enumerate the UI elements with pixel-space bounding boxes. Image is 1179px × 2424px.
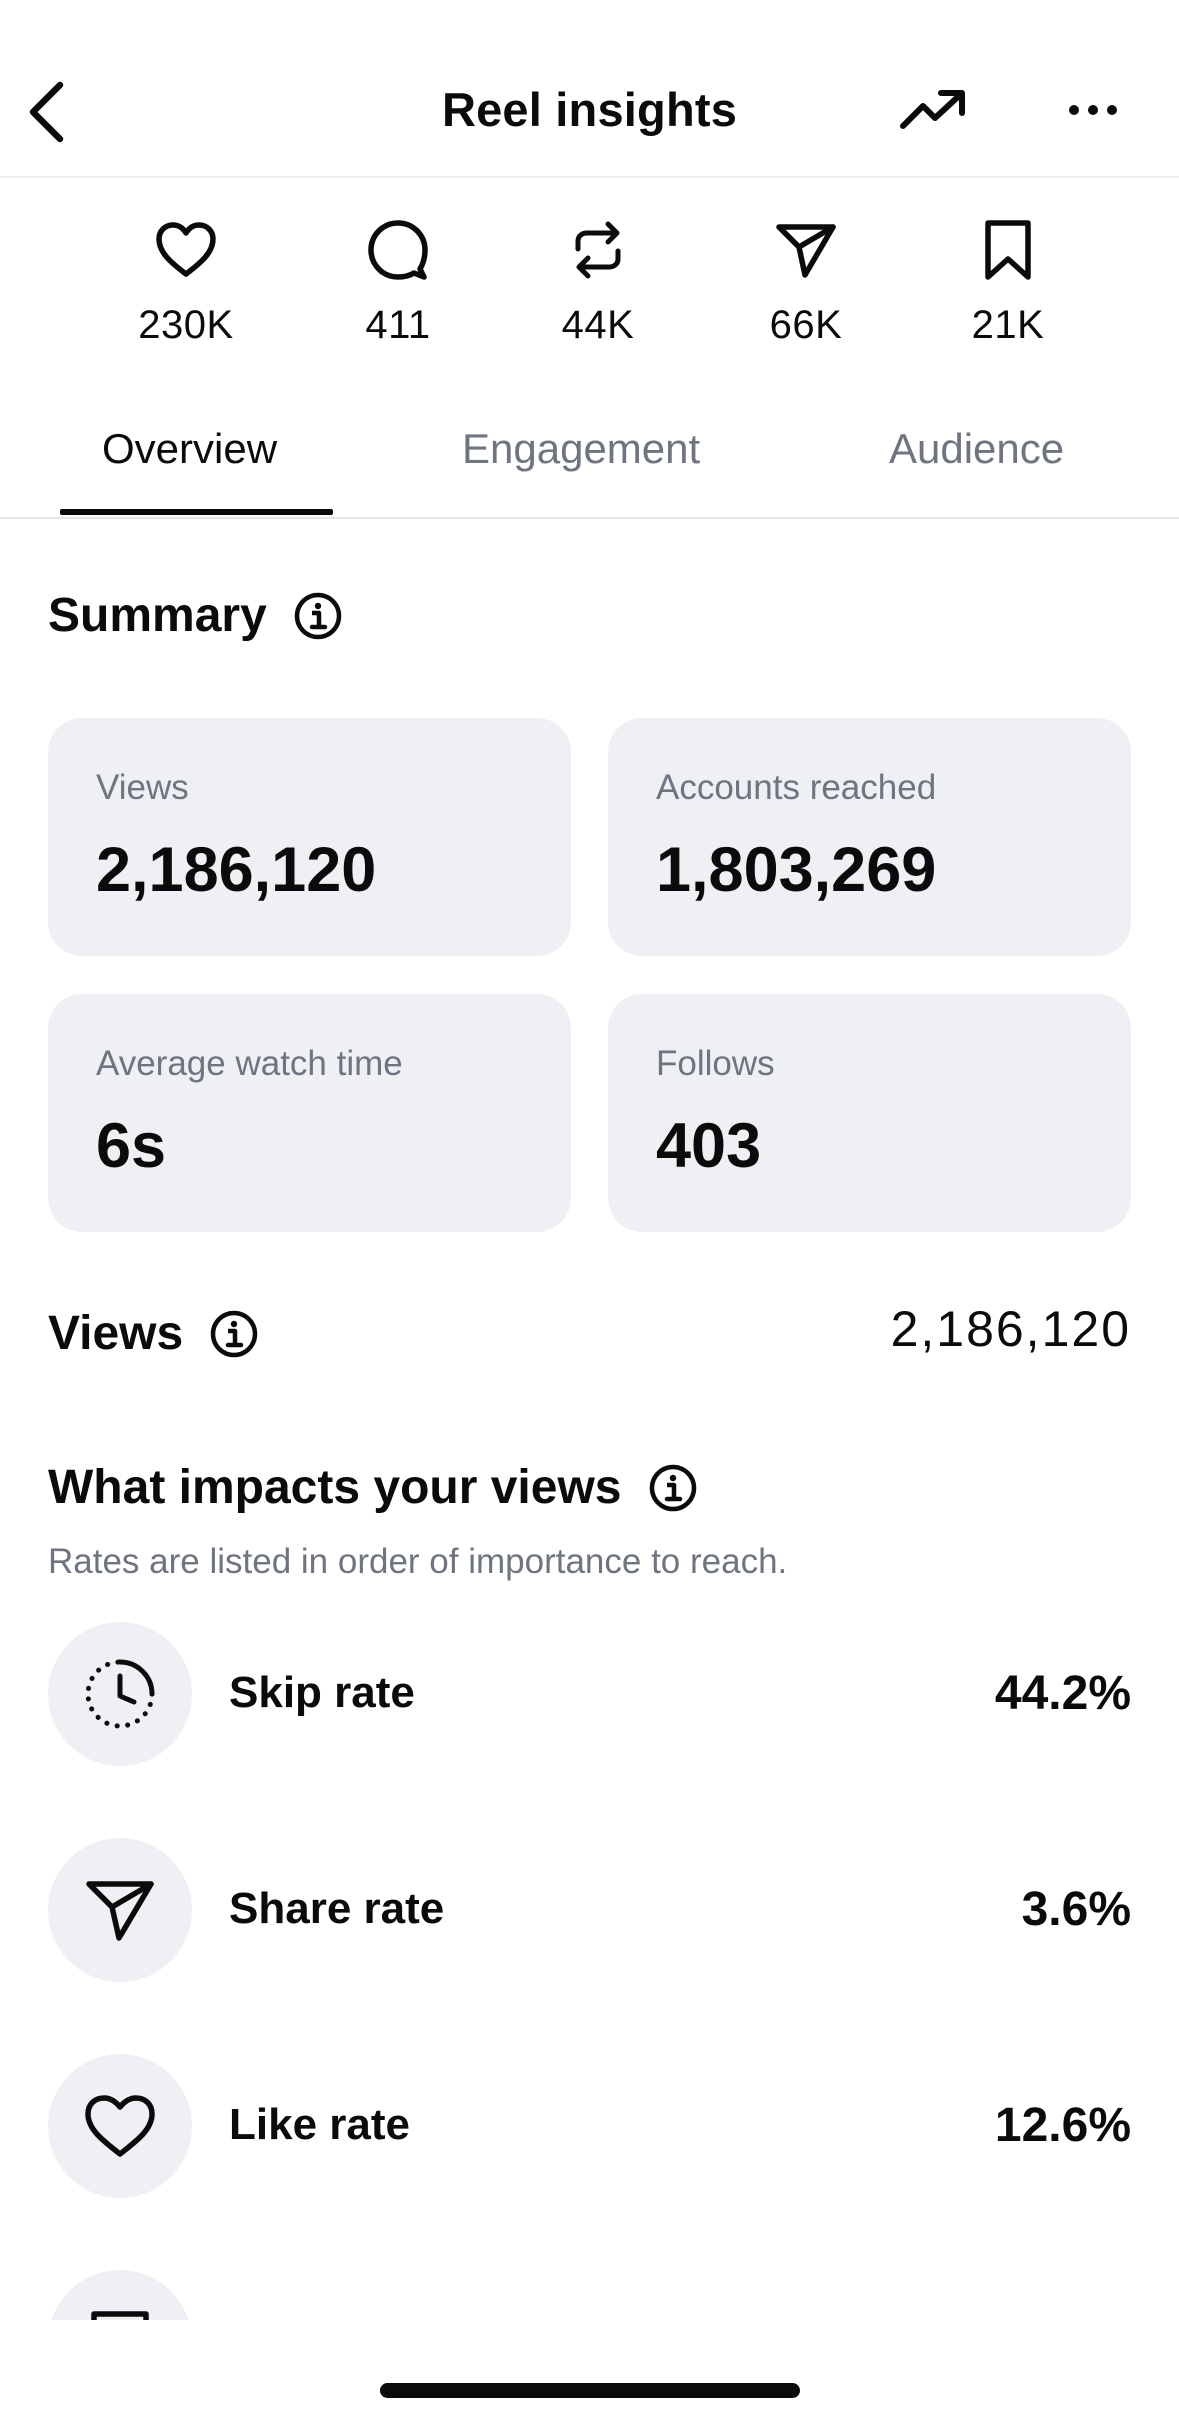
info-icon	[649, 1464, 696, 1511]
card-value: 6s	[96, 1111, 167, 1181]
follows-card[interactable]: Follows 403	[608, 994, 1131, 1232]
shares-stat[interactable]: 66K	[731, 215, 881, 348]
clock-icon	[85, 1659, 155, 1729]
skip-rate-row[interactable]: Skip rate 44.2%	[48, 1622, 1131, 1766]
like-rate-row[interactable]: Like rate 12.6%	[48, 2054, 1131, 2198]
card-value: 1,803,269	[656, 835, 937, 905]
views-total: 2,186,120	[890, 1301, 1131, 1357]
impacts-heading: What impacts your views	[48, 1460, 698, 1515]
comments-count: 411	[365, 303, 431, 347]
average-watch-time-card[interactable]: Average watch time 6s	[48, 994, 571, 1232]
rate-label: Like rate	[229, 2100, 410, 2149]
saves-stat[interactable]: 21K	[933, 215, 1083, 348]
views-card[interactable]: Views 2,186,120	[48, 718, 571, 956]
summary-info-button[interactable]	[293, 591, 343, 641]
card-label: Average watch time	[96, 1044, 403, 1083]
views-heading: Views	[48, 1306, 259, 1361]
reposts-stat[interactable]: 44K	[523, 215, 673, 348]
comments-stat[interactable]: 411	[323, 215, 473, 348]
saves-count: 21K	[971, 303, 1045, 347]
more-options-button[interactable]	[1060, 80, 1126, 140]
home-indicator[interactable]	[380, 2383, 800, 2398]
rate-icon-circle	[48, 1622, 192, 1766]
tab-overview[interactable]: Overview	[102, 425, 278, 472]
bookmark-icon	[985, 220, 1031, 280]
rate-icon-circle	[48, 2270, 192, 2320]
impacts-title: What impacts your views	[48, 1461, 622, 1514]
views-info-button[interactable]	[209, 1309, 259, 1359]
top-bar: Reel insights	[0, 0, 1179, 178]
reposts-count: 44K	[561, 303, 635, 347]
back-button[interactable]	[18, 72, 74, 152]
rate-icon-circle	[48, 1838, 192, 1982]
rate-label: Share rate	[229, 1884, 445, 1933]
card-label: Accounts reached	[656, 768, 937, 807]
send-icon	[776, 224, 836, 278]
engagement-stats: 230K 411 44K 66K	[0, 215, 1179, 365]
send-icon	[86, 1881, 154, 1941]
ellipsis-icon	[1069, 105, 1117, 115]
shares-count: 66K	[769, 303, 843, 347]
rate-value: 12.6%	[994, 2099, 1131, 2152]
views-title: Views	[48, 1307, 184, 1360]
tab-audience[interactable]: Audience	[889, 425, 1065, 472]
next-rate-row-partial	[48, 2270, 192, 2320]
heart-icon	[85, 2095, 155, 2157]
info-icon	[210, 1310, 258, 1357]
repost-icon	[575, 221, 621, 279]
comment-icon	[368, 220, 428, 280]
rate-value: 44.2%	[994, 1667, 1131, 1720]
share-rate-row[interactable]: Share rate 3.6%	[48, 1838, 1131, 1982]
summary-heading: Summary	[48, 588, 343, 643]
impacts-subtitle: Rates are listed in order of importance …	[48, 1542, 788, 1581]
card-label: Views	[96, 768, 189, 807]
rate-icon-circle	[48, 2054, 192, 2198]
rate-value: 3.6%	[1021, 1883, 1131, 1936]
comment-square-icon	[91, 2311, 149, 2320]
summary-title: Summary	[48, 589, 267, 642]
page-title: Reel insights	[441, 83, 738, 136]
info-icon	[294, 592, 342, 639]
card-label: Follows	[656, 1044, 775, 1083]
trending-up-icon	[900, 90, 965, 129]
likes-stat[interactable]: 230K	[111, 215, 261, 348]
trends-button[interactable]	[895, 80, 971, 140]
accounts-reached-card[interactable]: Accounts reached 1,803,269	[608, 718, 1131, 956]
impacts-info-button[interactable]	[648, 1463, 698, 1513]
card-value: 403	[656, 1111, 762, 1181]
heart-icon	[156, 222, 216, 277]
active-tab-indicator	[60, 509, 333, 515]
likes-count: 230K	[138, 303, 234, 347]
rate-label: Skip rate	[229, 1668, 415, 1717]
insights-tabs: Overview Engagement Audience	[0, 405, 1179, 519]
tab-engagement[interactable]: Engagement	[462, 425, 701, 472]
chevron-left-icon	[29, 81, 64, 143]
card-value: 2,186,120	[96, 835, 377, 905]
